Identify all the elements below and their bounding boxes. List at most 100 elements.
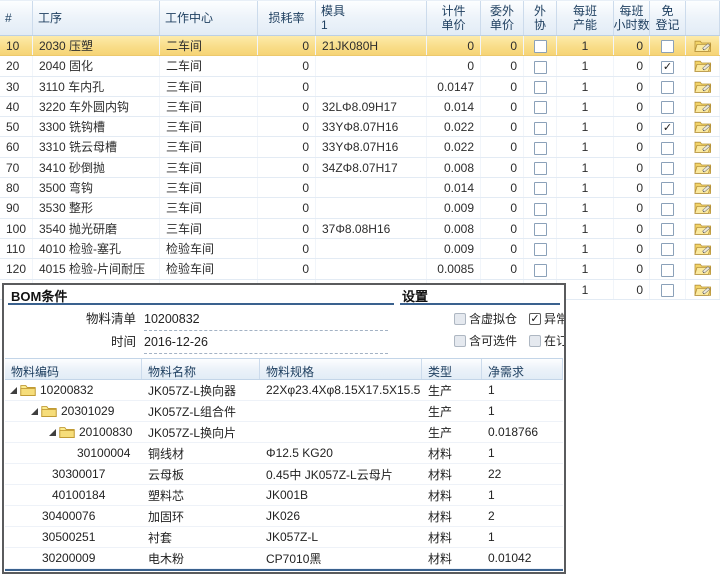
bom-material-list-input[interactable]: 10200832: [144, 309, 388, 331]
subcontract-checkbox[interactable]: [533, 60, 547, 74]
process-row[interactable]: 50 3300 铣钩槽 三车间 0 33YΦ8.07H16 0.022 0 1 0 ✓: [0, 117, 720, 138]
subcontract-checkbox[interactable]: [533, 243, 547, 257]
bom-item-code: 30200009: [42, 551, 96, 565]
bom-cell-type: 材料: [428, 509, 453, 524]
edit-folder-icon[interactable]: [693, 120, 712, 136]
cell-exempt: [650, 259, 686, 279]
exempt-checkbox[interactable]: ✓: [661, 121, 674, 135]
tree-expanded-arrow[interactable]: [10, 386, 17, 394]
cell-outsource: 0: [481, 36, 524, 56]
bom-cell-spec: CP7010黑: [266, 551, 322, 566]
edit-folder-icon[interactable]: [693, 100, 712, 116]
cell-outsource: 0: [481, 178, 524, 198]
subcontract-checkbox[interactable]: [533, 141, 547, 155]
edit-folder-icon[interactable]: [693, 262, 712, 278]
edit-folder-icon[interactable]: [693, 59, 712, 75]
exempt-checkbox[interactable]: [661, 283, 674, 297]
col-header-text: 免: [661, 3, 674, 18]
col-header-mold: 模具 1: [316, 1, 427, 35]
edit-folder-icon[interactable]: [693, 201, 712, 217]
cell-outsource: 0: [481, 96, 524, 117]
bom-material-list-field: 物料清单 10200832: [4, 309, 388, 331]
edit-folder-icon[interactable]: [693, 222, 712, 238]
exempt-checkbox[interactable]: ✓: [661, 60, 674, 74]
subcontract-checkbox[interactable]: [533, 162, 547, 176]
col-header-capacity: 每班 产能: [557, 1, 614, 35]
bom-row[interactable]: 30100004 铜线材 Φ12.5 KG20 材料 1: [5, 443, 563, 464]
cell-hours: 0: [614, 76, 650, 96]
bom-row[interactable]: 10200832 JK057Z-L换向器 22Xφ23.4Xφ8.15X17.5X1…: [5, 380, 563, 401]
edit-folder-icon[interactable]: [693, 161, 712, 177]
process-row[interactable]: 30 3110 车内孔 三车间 0 0.0147 0 1 0: [0, 76, 720, 97]
cell-exempt: [650, 137, 686, 157]
bom-cell-spec: 0.45中 JK057Z-L云母片: [266, 467, 393, 482]
exempt-checkbox[interactable]: [661, 40, 674, 54]
subcontract-checkbox[interactable]: [533, 40, 547, 54]
bom-row[interactable]: 30300017 云母板 0.45中 JK057Z-L云母片 材料 22: [5, 464, 563, 485]
process-row[interactable]: 40 3220 车外圆内钩 三车间 0 32LΦ8.09H17 0.014 0 1 0: [0, 96, 720, 118]
bom-cell-qty: 0.018766: [488, 425, 539, 439]
tree-expanded-arrow[interactable]: [31, 407, 38, 415]
process-row[interactable]: 100 3540 抛光研磨 三车间 0 37Φ8.08H16 0.008 0 1 0: [0, 218, 720, 239]
col-header-text: 计件: [441, 3, 466, 18]
process-row[interactable]: 110 4010 检验-塞孔 检验车间 0 0.009 0 1 0: [0, 238, 720, 260]
exempt-checkbox[interactable]: [661, 202, 674, 216]
process-row[interactable]: 20 2040 固化 二车间 0 0 0 1 0 ✓: [0, 56, 720, 77]
col-header-text: 损耗率: [268, 10, 305, 25]
subcontract-checkbox[interactable]: [533, 223, 547, 236]
col-header-text: 每班: [619, 3, 644, 18]
bom-row[interactable]: 20301029 JK057Z-L组合件 生产 1: [5, 401, 563, 422]
subcontract-checkbox[interactable]: [533, 263, 547, 277]
edit-folder-icon[interactable]: [693, 283, 712, 299]
bom-row[interactable]: 30400076 加固环 JK026 材料 2: [5, 506, 563, 527]
cell-mold: 33YΦ8.07H16: [316, 117, 427, 137]
subcontract-checkbox[interactable]: [533, 121, 547, 135]
bom-setting-checkbox[interactable]: [454, 334, 466, 347]
cell-loss: 0: [258, 36, 316, 56]
cell-num: 80: [0, 178, 33, 198]
bom-setting-checkbox[interactable]: ✓: [529, 312, 541, 325]
cell-center: 二车间: [160, 56, 258, 76]
process-row[interactable]: 80 3500 弯钩 三车间 0 0.014 0 1 0: [0, 178, 720, 199]
exempt-checkbox[interactable]: [661, 162, 674, 176]
bom-cell-qty: 1: [488, 404, 495, 418]
exempt-checkbox[interactable]: [661, 243, 674, 257]
col-header-text: 工作中心: [165, 10, 214, 25]
bom-col-header-code: 物料编码: [5, 359, 142, 379]
bom-cell-qty: 1: [488, 383, 495, 397]
process-row[interactable]: 60 3310 铣云母槽 三车间 0 33YΦ8.07H16 0.022 0 1 0: [0, 137, 720, 158]
cell-edit: [686, 117, 720, 137]
bom-row[interactable]: 20100830 JK057Z-L换向片 生产 0.018766: [5, 422, 563, 443]
subcontract-checkbox[interactable]: [533, 202, 547, 216]
exempt-checkbox[interactable]: [661, 182, 674, 196]
tree-expanded-arrow[interactable]: [49, 428, 56, 436]
subcontract-checkbox[interactable]: [533, 80, 547, 94]
edit-folder-icon[interactable]: [693, 242, 712, 258]
edit-folder-icon[interactable]: [693, 80, 712, 96]
subcontract-checkbox[interactable]: [533, 101, 547, 115]
edit-folder-icon[interactable]: [693, 39, 712, 55]
exempt-checkbox[interactable]: [661, 141, 674, 155]
bom-setting-checkbox[interactable]: [529, 334, 541, 347]
exempt-checkbox[interactable]: [661, 223, 674, 236]
cell-loss: 0: [258, 238, 316, 259]
col-header-piece: 计件 单价: [427, 1, 481, 35]
bom-row[interactable]: 30500251 衬套 JK057Z-L 材料 1: [5, 527, 563, 548]
exempt-checkbox[interactable]: [661, 263, 674, 277]
bom-date-input[interactable]: 2016-12-26: [144, 332, 388, 354]
process-row[interactable]: 90 3530 整形 三车间 0 0.009 0 1 0: [0, 198, 720, 219]
process-row[interactable]: 70 3410 砂倒抛 三车间 0 34ZΦ8.07H17 0.008 0 1 0: [0, 157, 720, 179]
process-row[interactable]: 10 2030 压塑 二车间 0 21JK080H 0 0 1 0: [0, 36, 720, 57]
cell-process: 3540 抛光研磨: [33, 218, 160, 238]
process-row[interactable]: 120 4015 检验-片间耐压 检验车间 0 0.0085 0 1 0: [0, 259, 720, 280]
bom-cell-qty: 1: [488, 488, 495, 502]
bom-row[interactable]: 40100184 塑料芯 JK001B 材料 1: [5, 485, 563, 506]
exempt-checkbox[interactable]: [661, 101, 674, 115]
edit-folder-icon[interactable]: [693, 181, 712, 197]
cell-exempt: ✓: [650, 56, 686, 76]
bom-setting-checkbox[interactable]: [454, 312, 466, 325]
bom-row[interactable]: 30200009 电木粉 CP7010黑 材料 0.01042: [5, 548, 563, 569]
exempt-checkbox[interactable]: [661, 80, 674, 94]
edit-folder-icon[interactable]: [693, 140, 712, 156]
subcontract-checkbox[interactable]: [533, 182, 547, 196]
